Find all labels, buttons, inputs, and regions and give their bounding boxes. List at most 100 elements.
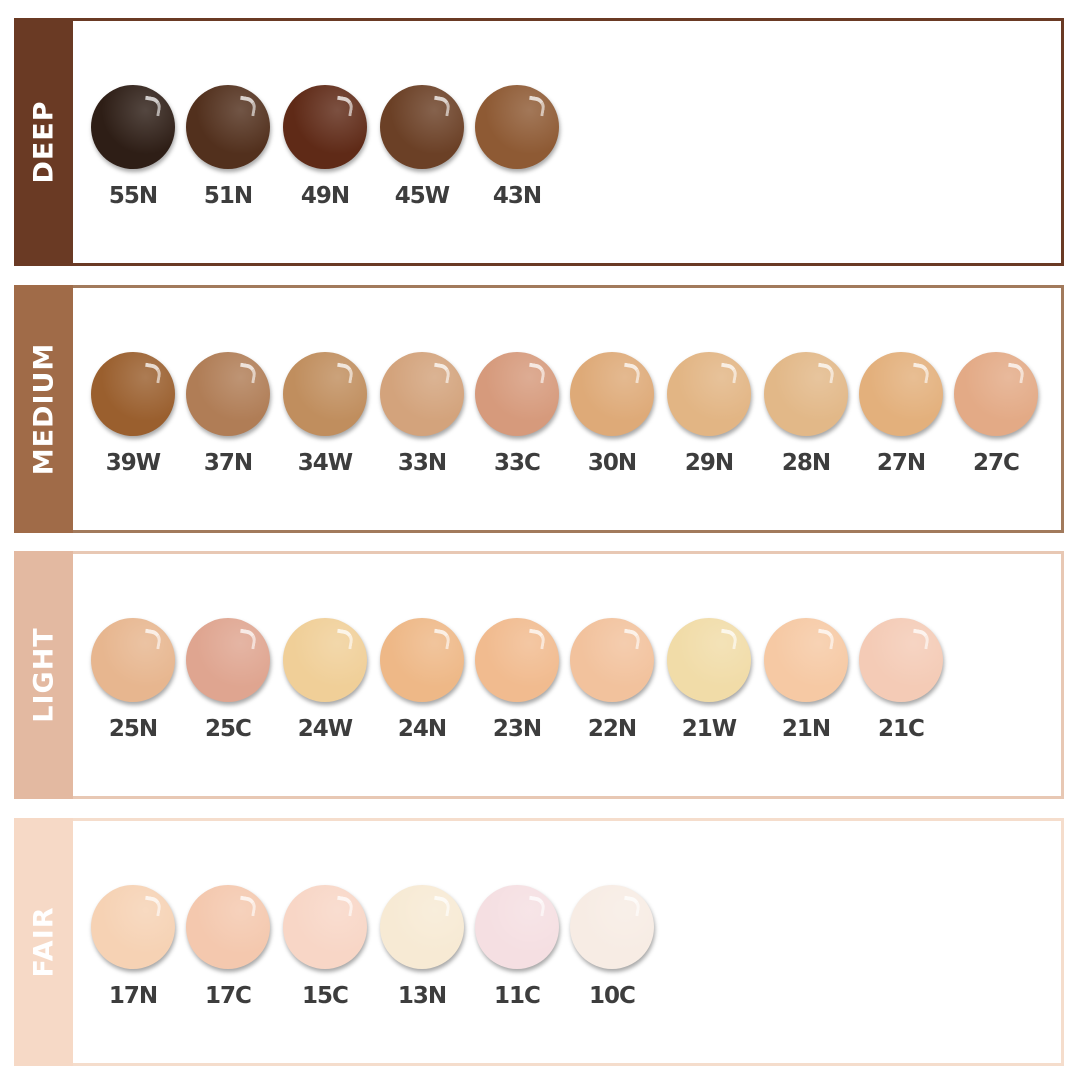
shade-color-dot xyxy=(667,352,751,436)
group-label: MEDIUM xyxy=(28,342,59,476)
shade-code: 39W xyxy=(105,450,161,476)
shade-color-dot xyxy=(954,352,1038,436)
shade-code: 43N xyxy=(492,183,542,209)
shade-swatch[interactable]: 21W xyxy=(667,618,751,742)
shade-swatch[interactable]: 15C xyxy=(283,885,367,1009)
shade-code: 45W xyxy=(394,183,450,209)
shade-color-dot xyxy=(475,85,559,169)
shade-code: 10C xyxy=(589,983,636,1009)
shade-code: 11C xyxy=(494,983,541,1009)
shade-code: 25C xyxy=(205,716,252,742)
shade-color-dot xyxy=(764,352,848,436)
shade-code: 21N xyxy=(781,716,831,742)
shade-code: 21W xyxy=(681,716,737,742)
shade-swatch[interactable]: 33C xyxy=(475,352,559,476)
shade-swatch[interactable]: 33N xyxy=(380,352,464,476)
shade-swatch[interactable]: 17N xyxy=(91,885,175,1009)
shade-swatch[interactable]: 49N xyxy=(283,85,367,209)
shade-group-deep: DEEP 55N 51N 49N 45W 43N xyxy=(14,18,1064,266)
shade-color-dot xyxy=(570,885,654,969)
shade-color-dot xyxy=(859,352,943,436)
shade-color-dot xyxy=(186,352,270,436)
group-label: FAIR xyxy=(28,906,59,978)
shade-code: 27N xyxy=(876,450,926,476)
shade-swatch[interactable]: 21N xyxy=(764,618,848,742)
shade-code: 33C xyxy=(494,450,541,476)
shade-swatch[interactable]: 10C xyxy=(570,885,654,1009)
group-label-bar: FAIR xyxy=(14,818,73,1066)
shade-code: 55N xyxy=(108,183,158,209)
shade-code: 51N xyxy=(203,183,253,209)
group-label: LIGHT xyxy=(28,627,59,723)
shade-code: 24N xyxy=(397,716,447,742)
shade-code: 33N xyxy=(397,450,447,476)
group-label: DEEP xyxy=(28,100,59,184)
shade-swatch[interactable]: 22N xyxy=(570,618,654,742)
shade-swatch[interactable]: 30N xyxy=(570,352,654,476)
shade-swatch[interactable]: 27C xyxy=(954,352,1038,476)
shade-swatch[interactable]: 43N xyxy=(475,85,559,209)
shade-color-dot xyxy=(91,352,175,436)
shade-code: 24W xyxy=(297,716,353,742)
shade-color-dot xyxy=(283,352,367,436)
shade-swatch[interactable]: 24W xyxy=(283,618,367,742)
shade-color-dot xyxy=(283,885,367,969)
shade-swatch[interactable]: 37N xyxy=(186,352,270,476)
shade-color-dot xyxy=(283,85,367,169)
shade-code: 22N xyxy=(587,716,637,742)
shade-color-dot xyxy=(764,618,848,702)
shade-code: 21C xyxy=(878,716,925,742)
shade-color-dot xyxy=(667,618,751,702)
group-label-bar: LIGHT xyxy=(14,551,73,799)
shade-swatch[interactable]: 28N xyxy=(764,352,848,476)
shade-code: 27C xyxy=(973,450,1020,476)
shade-swatch[interactable]: 17C xyxy=(186,885,270,1009)
shade-swatch[interactable]: 39W xyxy=(91,352,175,476)
shade-swatch[interactable]: 27N xyxy=(859,352,943,476)
shade-code: 29N xyxy=(684,450,734,476)
shade-color-dot xyxy=(475,352,559,436)
group-label-bar: DEEP xyxy=(14,18,73,266)
shade-group-medium: MEDIUM 39W 37N 34W 33N 33C 30N 29N 28N 27N 27C xyxy=(14,285,1064,533)
shade-swatch[interactable]: 21C xyxy=(859,618,943,742)
shade-color-dot xyxy=(91,618,175,702)
group-label-bar: MEDIUM xyxy=(14,285,73,533)
shade-group-light: LIGHT 25N 25C 24W 24N 23N 22N 21W 21N 21C xyxy=(14,551,1064,799)
shade-code: 15C xyxy=(302,983,349,1009)
shade-swatch[interactable]: 34W xyxy=(283,352,367,476)
shade-swatch[interactable]: 24N xyxy=(380,618,464,742)
shade-swatch[interactable]: 51N xyxy=(186,85,270,209)
shade-color-dot xyxy=(91,85,175,169)
shade-color-dot xyxy=(380,352,464,436)
shade-color-dot xyxy=(91,885,175,969)
shade-color-dot xyxy=(283,618,367,702)
shade-swatch[interactable]: 55N xyxy=(91,85,175,209)
shade-swatch[interactable]: 45W xyxy=(380,85,464,209)
shade-code: 34W xyxy=(297,450,353,476)
shade-code: 25N xyxy=(108,716,158,742)
shade-code: 17C xyxy=(205,983,252,1009)
shade-group-fair: FAIR 17N 17C 15C 13N 11C 10C xyxy=(14,818,1064,1066)
shade-swatch[interactable]: 25N xyxy=(91,618,175,742)
shade-code: 23N xyxy=(492,716,542,742)
shade-color-dot xyxy=(570,352,654,436)
shade-color-dot xyxy=(475,885,559,969)
shade-swatch[interactable]: 11C xyxy=(475,885,559,1009)
shade-color-dot xyxy=(380,885,464,969)
shade-code: 49N xyxy=(300,183,350,209)
shade-swatch[interactable]: 25C xyxy=(186,618,270,742)
shade-swatch[interactable]: 13N xyxy=(380,885,464,1009)
shade-color-dot xyxy=(186,85,270,169)
shade-color-dot xyxy=(380,618,464,702)
shade-code: 13N xyxy=(397,983,447,1009)
shade-color-dot xyxy=(186,885,270,969)
shade-code: 28N xyxy=(781,450,831,476)
shade-code: 30N xyxy=(587,450,637,476)
shade-color-dot xyxy=(380,85,464,169)
shade-color-dot xyxy=(570,618,654,702)
shade-code: 37N xyxy=(203,450,253,476)
shade-swatch[interactable]: 23N xyxy=(475,618,559,742)
shade-color-dot xyxy=(475,618,559,702)
shade-swatch[interactable]: 29N xyxy=(667,352,751,476)
shade-color-dot xyxy=(859,618,943,702)
